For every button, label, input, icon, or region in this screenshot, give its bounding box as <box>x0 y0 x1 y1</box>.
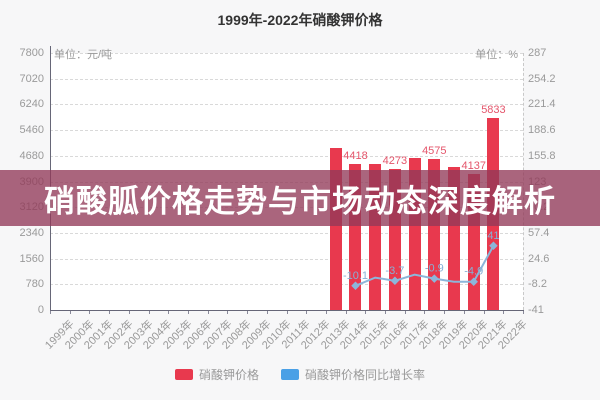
legend-item-price[interactable]: 硝酸钾价格 <box>174 366 259 383</box>
x-axis-tick <box>385 311 387 314</box>
y-axis-label-left: 4680 <box>19 149 44 162</box>
gridline <box>50 78 523 80</box>
line-marker-icon <box>469 277 478 286</box>
y-axis-label-left: 1560 <box>19 252 44 265</box>
legend-item-growth[interactable]: 硝酸钾价格同比增长率 <box>281 366 425 383</box>
y-axis-label-left: 5460 <box>19 124 44 137</box>
x-axis-tick <box>69 311 71 314</box>
line-value-label: -4.9 <box>464 266 483 278</box>
legend-label-price: 硝酸钾价格 <box>198 368 259 382</box>
gridline <box>50 104 523 106</box>
x-axis-line <box>50 310 524 311</box>
x-axis-tick <box>128 311 130 314</box>
gridline <box>50 232 523 234</box>
line-marker-icon <box>489 241 498 250</box>
y-axis-label-right: 188.6 <box>528 124 556 137</box>
line-marker-icon <box>430 274 439 283</box>
line-value-label: -10.1 <box>343 270 368 282</box>
line-value-label: -0.9 <box>425 263 444 275</box>
x-axis-tick <box>286 311 288 314</box>
line-marker-icon <box>390 276 400 286</box>
x-axis-tick <box>325 311 327 314</box>
y-axis-label-left: 6240 <box>19 98 44 111</box>
y-axis-label-right: -41 <box>528 304 544 316</box>
x-axis-tick <box>483 311 485 314</box>
y-axis-label-right: 254.2 <box>528 72 556 85</box>
bar-value-label: 5833 <box>481 103 506 116</box>
x-axis-tick <box>89 311 91 314</box>
y-axis-label-right: 287 <box>528 47 547 59</box>
y-axis-label-left: 7020 <box>19 72 44 85</box>
legend-swatch-price-icon <box>174 369 193 380</box>
headline-text: 硝酸胍价格走势与市场动态深度解析 <box>44 183 556 219</box>
headline-banner: 硝酸胍价格走势与市场动态深度解析 <box>0 170 600 226</box>
x-axis-tick <box>444 311 446 314</box>
right-axis-unit: 单位：% <box>475 49 518 61</box>
y-axis-label-right: 221.4 <box>528 98 556 111</box>
x-axis-tick <box>345 311 347 314</box>
x-axis-tick <box>463 311 465 314</box>
x-axis-tick <box>247 311 249 314</box>
x-axis-tick <box>187 311 189 314</box>
legend: 硝酸钾价格 硝酸钾价格同比增长率 <box>0 366 600 383</box>
x-axis-tick <box>50 311 51 314</box>
y-axis-label-left: 7800 <box>19 47 44 59</box>
x-axis-tick <box>365 311 367 314</box>
y-axis-label-left: 780 <box>25 278 44 291</box>
line-value-label: -3.7 <box>385 265 404 277</box>
x-axis-tick <box>266 311 268 314</box>
y-axis-label-right: 155.8 <box>528 149 556 162</box>
gridline <box>50 155 523 157</box>
x-axis-tick <box>168 311 170 314</box>
gridline <box>50 130 523 132</box>
y-axis-label-right: 24.6 <box>528 252 550 265</box>
bar-value-label: 4418 <box>343 150 368 163</box>
x-axis-tick <box>148 311 150 314</box>
gridline <box>50 258 523 260</box>
x-axis-tick <box>207 311 209 314</box>
legend-label-growth: 硝酸钾价格同比增长率 <box>305 368 426 382</box>
gridline <box>50 53 523 54</box>
x-axis-tick <box>227 311 229 314</box>
x-axis-tick <box>404 311 406 314</box>
line-marker-icon <box>351 281 360 291</box>
chart-title: 1999年-2022年硝酸钾价格 <box>217 12 383 28</box>
legend-swatch-growth-icon <box>281 369 299 380</box>
bar-value-label: 4575 <box>422 145 447 158</box>
bar-value-label: 4137 <box>461 159 486 172</box>
y-axis-label-left: 0 <box>37 304 44 316</box>
gridline <box>50 284 523 286</box>
left-axis-unit: 单位：元/吨 <box>54 49 113 61</box>
line-value-label: 41 <box>487 230 499 242</box>
growth-line-layer: -10.1 -3.7 -0.9 -4.9 41 <box>343 230 500 291</box>
x-axis-tick <box>424 311 426 314</box>
y-axis-label-right: -8.2 <box>528 278 547 291</box>
y-axis-label-left: 2340 <box>19 226 44 239</box>
x-axis-tick <box>503 311 505 314</box>
bar-value-label: 4273 <box>382 155 408 168</box>
y-axis-label-right: 57.4 <box>528 226 550 239</box>
x-axis-tick <box>109 311 111 314</box>
x-axis-tick <box>523 311 524 314</box>
x-axis-tick <box>306 311 308 314</box>
